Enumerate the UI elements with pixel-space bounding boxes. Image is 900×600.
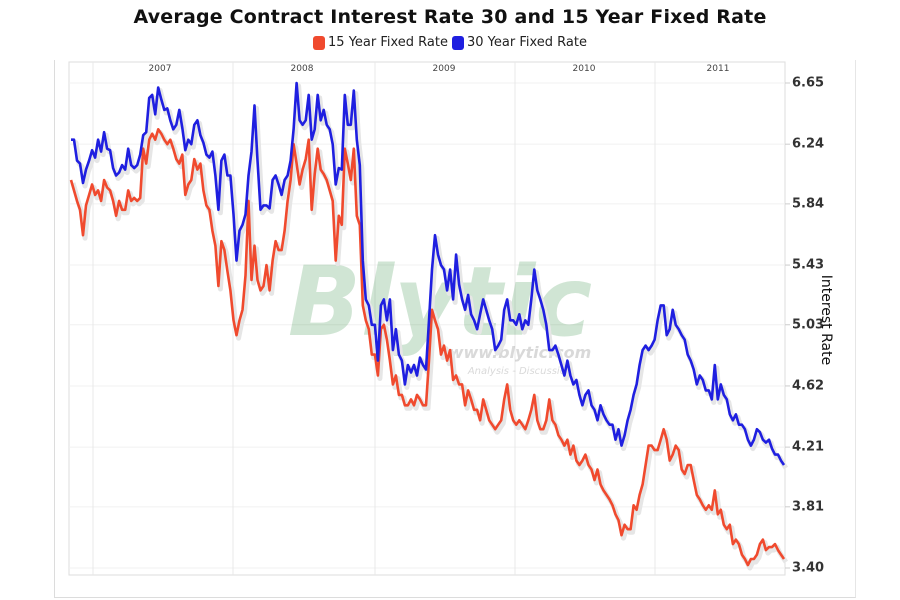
legend-label-15-year: 15 Year Fixed Rate [328,35,448,50]
y-tick-label: 3.40 [792,560,825,576]
plot-border [68,61,786,576]
watermark-url: www.blytic.com [449,343,592,362]
watermark-tagline: Analysis - Discussion [467,366,572,377]
legend-item-30-year[interactable]: 30 Year Fixed Rate [452,35,587,50]
legend-item-15-year[interactable]: 15 Year Fixed Rate [313,35,448,50]
y-tick-label: 4.62 [792,378,825,394]
legend-swatch-15-year [313,35,326,50]
y-tick-label: 4.21 [792,439,825,455]
chart-title: Average Contract Interest Rate 30 and 15… [133,6,767,28]
y-tick-label: 5.43 [792,257,825,273]
x-tick-label: 2010 [572,64,596,74]
x-tick-label: 2008 [290,64,314,74]
series-15-year-line[interactable] [69,128,786,567]
x-tick-label: 2009 [432,64,456,74]
chart-frame [54,60,856,598]
y-tick-label: 5.84 [792,196,825,212]
y-tick-label: 6.24 [792,136,825,152]
y-tick-label: 3.81 [792,499,825,515]
x-tick-label: 2007 [148,64,172,74]
y-axis-label: Interest Rate [818,274,834,366]
y-tick-label: 5.03 [792,317,825,333]
series-30-year-line[interactable] [71,81,786,466]
y-tick-label: 6.65 [792,75,825,91]
legend: 15 Year Fixed Rate 30 Year Fixed Rate [0,35,900,50]
x-tick-label: 2011 [706,64,730,74]
legend-label-30-year: 30 Year Fixed Rate [467,35,587,50]
legend-swatch-30-year [452,35,464,50]
